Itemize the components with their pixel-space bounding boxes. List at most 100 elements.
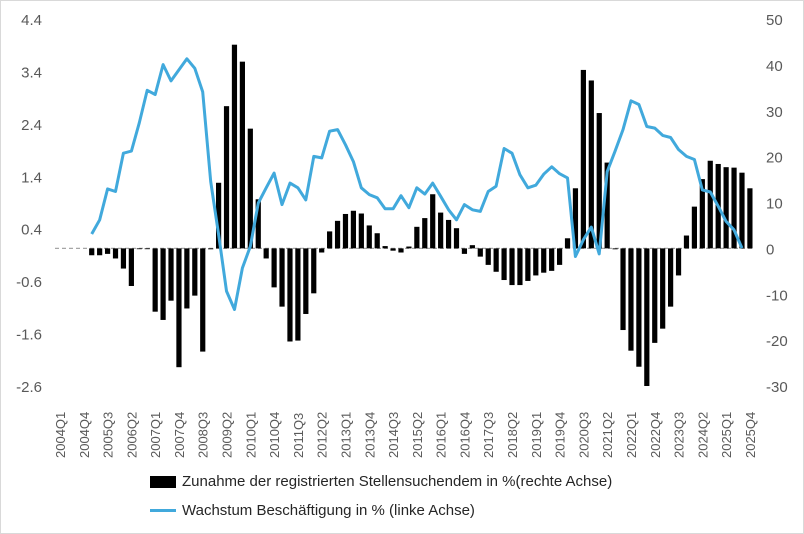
bar — [549, 248, 555, 271]
bar — [541, 248, 547, 273]
right-tick-label: 20 — [766, 150, 783, 167]
x-tick-label: 2016Q1 — [434, 412, 449, 458]
x-tick-label: 2024Q2 — [695, 412, 710, 458]
bar — [485, 248, 491, 265]
bar — [239, 61, 245, 249]
bar — [612, 248, 618, 250]
x-tick-label: 2014Q3 — [386, 412, 401, 458]
x-tick-label: 2009Q2 — [220, 412, 235, 458]
left-tick-label: 2.4 — [21, 117, 42, 134]
bar — [493, 248, 499, 272]
x-tick-label: 2012Q2 — [315, 412, 330, 458]
bar — [208, 248, 214, 250]
bar — [683, 235, 690, 249]
bar — [295, 248, 301, 341]
bar — [620, 248, 626, 331]
bar — [596, 113, 602, 249]
bar — [136, 248, 142, 250]
bar — [319, 248, 325, 253]
bar — [691, 206, 697, 249]
bar — [517, 248, 523, 286]
left-tick-label: 1.4 — [21, 169, 42, 186]
bar — [160, 248, 166, 320]
bar — [374, 233, 380, 249]
bar — [445, 219, 452, 249]
bar — [406, 246, 412, 249]
bar — [699, 179, 705, 249]
right-tick-label: 50 — [766, 12, 783, 29]
legend-label-bars: Zunahme der registrierten Stellensuchend… — [182, 473, 613, 490]
x-tick-label: 2021Q2 — [600, 412, 615, 458]
right-tick-label: 40 — [766, 58, 783, 75]
legend-label-line: Wachstum Beschäftigung in % (linke Achse… — [182, 502, 475, 519]
bar — [120, 248, 127, 269]
bar — [334, 220, 341, 249]
bar — [556, 248, 563, 265]
bar — [255, 199, 261, 249]
bar — [533, 248, 539, 276]
line-series — [90, 57, 744, 311]
bar — [668, 248, 674, 307]
right-tick-label: 0 — [766, 241, 774, 258]
bar — [430, 194, 436, 249]
bar — [176, 248, 182, 368]
x-tick-label: 2004Q4 — [77, 412, 92, 458]
bar — [223, 106, 230, 249]
bar — [271, 248, 277, 288]
x-tick-label: 2019Q4 — [553, 412, 568, 458]
bar — [144, 248, 150, 250]
bar — [660, 248, 666, 329]
bar — [200, 248, 206, 352]
bar — [707, 160, 713, 249]
x-tick-label: 2013Q4 — [362, 412, 377, 458]
left-tick-label: 4.4 — [21, 12, 42, 29]
bar — [231, 44, 238, 249]
bar — [747, 188, 753, 249]
bar — [580, 69, 586, 249]
bar — [438, 212, 444, 249]
bar — [303, 248, 309, 314]
left-tick-label: -1.6 — [16, 327, 42, 344]
bar — [469, 245, 475, 249]
right-axis: 50 40 30 20 10 0 -10 -20 -30 — [766, 12, 788, 396]
bar — [525, 248, 531, 281]
x-tick-label: 2007Q4 — [172, 412, 187, 458]
x-tick-label: 2025Q4 — [743, 412, 758, 458]
x-tick-label: 2022Q1 — [624, 412, 639, 458]
bar — [192, 248, 198, 296]
x-tick-label: 2015Q2 — [410, 412, 425, 458]
bar — [382, 246, 388, 249]
x-tick-label: 2019Q1 — [529, 412, 544, 458]
x-tick-label: 2005Q3 — [101, 412, 116, 458]
legend-item-line: Wachstum Beschäftigung in % (linke Achse… — [150, 502, 475, 519]
bar — [168, 248, 174, 301]
bar — [723, 167, 729, 249]
bar — [311, 248, 317, 294]
x-tick-label: 2018Q2 — [505, 412, 520, 458]
x-tick-label: 2004Q1 — [53, 412, 68, 458]
x-tick-label: 2023Q3 — [672, 412, 687, 458]
legend-bar-swatch — [150, 475, 176, 488]
bar — [358, 213, 364, 249]
bar — [366, 225, 372, 249]
bar — [128, 248, 134, 286]
right-tick-label: 30 — [766, 104, 783, 121]
bar — [572, 188, 579, 249]
bar-series — [89, 44, 753, 386]
bar — [422, 218, 428, 249]
bar — [628, 248, 634, 351]
x-tick-label: 2020Q3 — [576, 412, 591, 458]
bar — [739, 172, 745, 249]
bar — [675, 248, 682, 276]
legend-item-bars: Zunahme der registrierten Stellensuchend… — [150, 473, 612, 490]
x-tick-label: 2010Q4 — [267, 412, 282, 458]
bar — [509, 248, 515, 286]
bar — [112, 248, 119, 259]
bar — [501, 248, 507, 281]
bar — [604, 162, 610, 249]
bar — [588, 80, 594, 249]
x-tick-label: 2013Q1 — [338, 412, 353, 458]
bar — [390, 248, 396, 251]
x-tick-label: 2010Q1 — [243, 412, 258, 458]
